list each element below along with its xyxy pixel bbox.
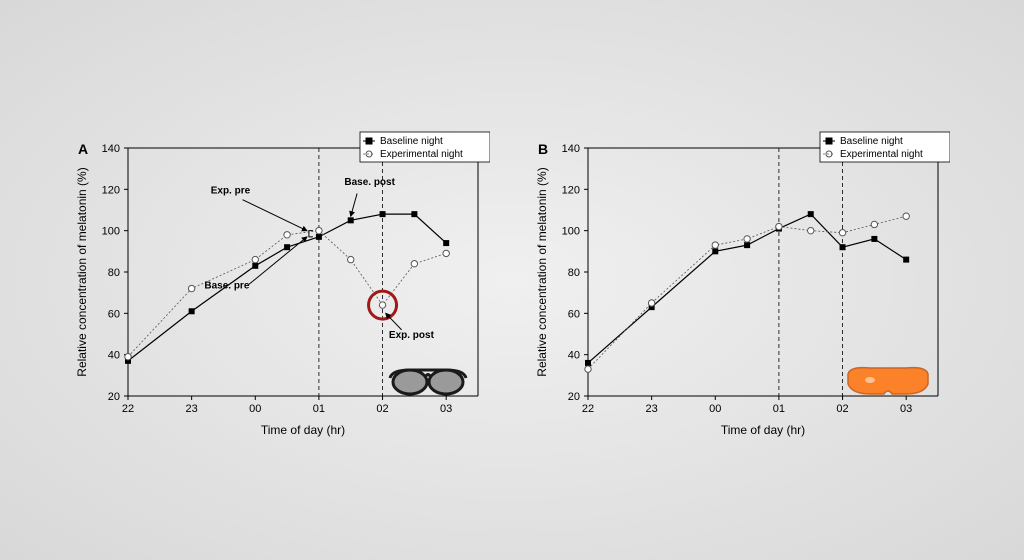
x-tick-label: 02 (376, 403, 388, 415)
data-point (808, 212, 813, 217)
x-tick-label: 02 (836, 403, 848, 415)
x-tick-label: 01 (313, 403, 325, 415)
data-point (379, 302, 385, 308)
data-point (253, 263, 258, 268)
y-tick-label: 100 (102, 226, 120, 238)
data-point (839, 230, 845, 236)
x-tick-label: 23 (186, 403, 198, 415)
data-point (380, 212, 385, 217)
legend-label: Baseline night (380, 136, 443, 147)
data-point (412, 212, 417, 217)
data-point (871, 221, 877, 227)
data-point (125, 354, 131, 360)
data-point (776, 223, 782, 229)
data-point (444, 241, 449, 246)
data-point (713, 249, 718, 254)
x-tick-label: 03 (900, 403, 912, 415)
annotation-label: Exp. post (389, 330, 435, 341)
annotation-label: Exp. pre (211, 185, 251, 196)
data-point (188, 285, 194, 291)
y-tick-label: 80 (568, 267, 580, 279)
orange-glasses-icon (848, 368, 928, 394)
data-point (411, 261, 417, 267)
y-tick-label: 100 (562, 226, 580, 238)
data-point (808, 227, 814, 233)
data-point (648, 300, 654, 306)
data-point (316, 227, 322, 233)
data-point (745, 243, 750, 248)
data-point (348, 218, 353, 223)
x-tick-label: 03 (440, 403, 452, 415)
x-tick-label: 01 (773, 403, 785, 415)
legend-label: Experimental night (840, 149, 923, 160)
data-point (285, 245, 290, 250)
panel-label: B (538, 141, 548, 157)
annotation-label: Base. pre (204, 281, 249, 292)
y-tick-label: 20 (108, 391, 120, 403)
x-tick-label: 22 (122, 403, 134, 415)
y-tick-label: 40 (108, 350, 120, 362)
legend-label: Experimental night (380, 149, 463, 160)
data-point (443, 250, 449, 256)
data-point (872, 236, 877, 241)
x-axis-label: Time of day (hr) (721, 423, 805, 437)
y-tick-label: 40 (568, 350, 580, 362)
y-axis-label: Relative concentration of melatonin (%) (75, 167, 89, 376)
data-point (316, 234, 321, 239)
data-point (904, 257, 909, 262)
panel-label: A (78, 141, 88, 157)
legend-label: Baseline night (840, 136, 903, 147)
x-tick-label: 23 (646, 403, 658, 415)
x-tick-label: 00 (709, 403, 721, 415)
data-point (712, 242, 718, 248)
y-tick-label: 20 (568, 391, 580, 403)
axes (588, 148, 938, 396)
y-axis-label: Relative concentration of melatonin (%) (535, 167, 549, 376)
y-tick-label: 80 (108, 267, 120, 279)
annotation-label: Base. post (344, 177, 395, 188)
y-tick-label: 140 (102, 143, 120, 155)
data-point (586, 360, 591, 365)
y-tick-label: 140 (562, 143, 580, 155)
x-tick-label: 22 (582, 403, 594, 415)
data-point (840, 245, 845, 250)
x-axis-label: Time of day (hr) (261, 423, 345, 437)
data-point (348, 256, 354, 262)
y-tick-label: 60 (568, 308, 580, 320)
y-tick-label: 120 (562, 184, 580, 196)
annotation-arrow (351, 193, 357, 216)
annotation-arrow (243, 200, 307, 231)
data-point (284, 232, 290, 238)
gray-glasses-icon (390, 370, 466, 394)
data-point (189, 309, 194, 314)
panel-b: B 20 40 60 80 100 120 140 22 23 00 01 02 03 Time of da… (530, 130, 950, 440)
panel-a: A 20 40 60 80 100 120 140 22 23 00 01 02 03 Time of da… (70, 130, 490, 440)
data-point (744, 236, 750, 242)
data-point (903, 213, 909, 219)
x-tick-label: 00 (249, 403, 261, 415)
y-tick-label: 120 (102, 184, 120, 196)
y-tick-label: 60 (108, 308, 120, 320)
data-point (585, 366, 591, 372)
data-point (252, 256, 258, 262)
axes (128, 148, 478, 396)
